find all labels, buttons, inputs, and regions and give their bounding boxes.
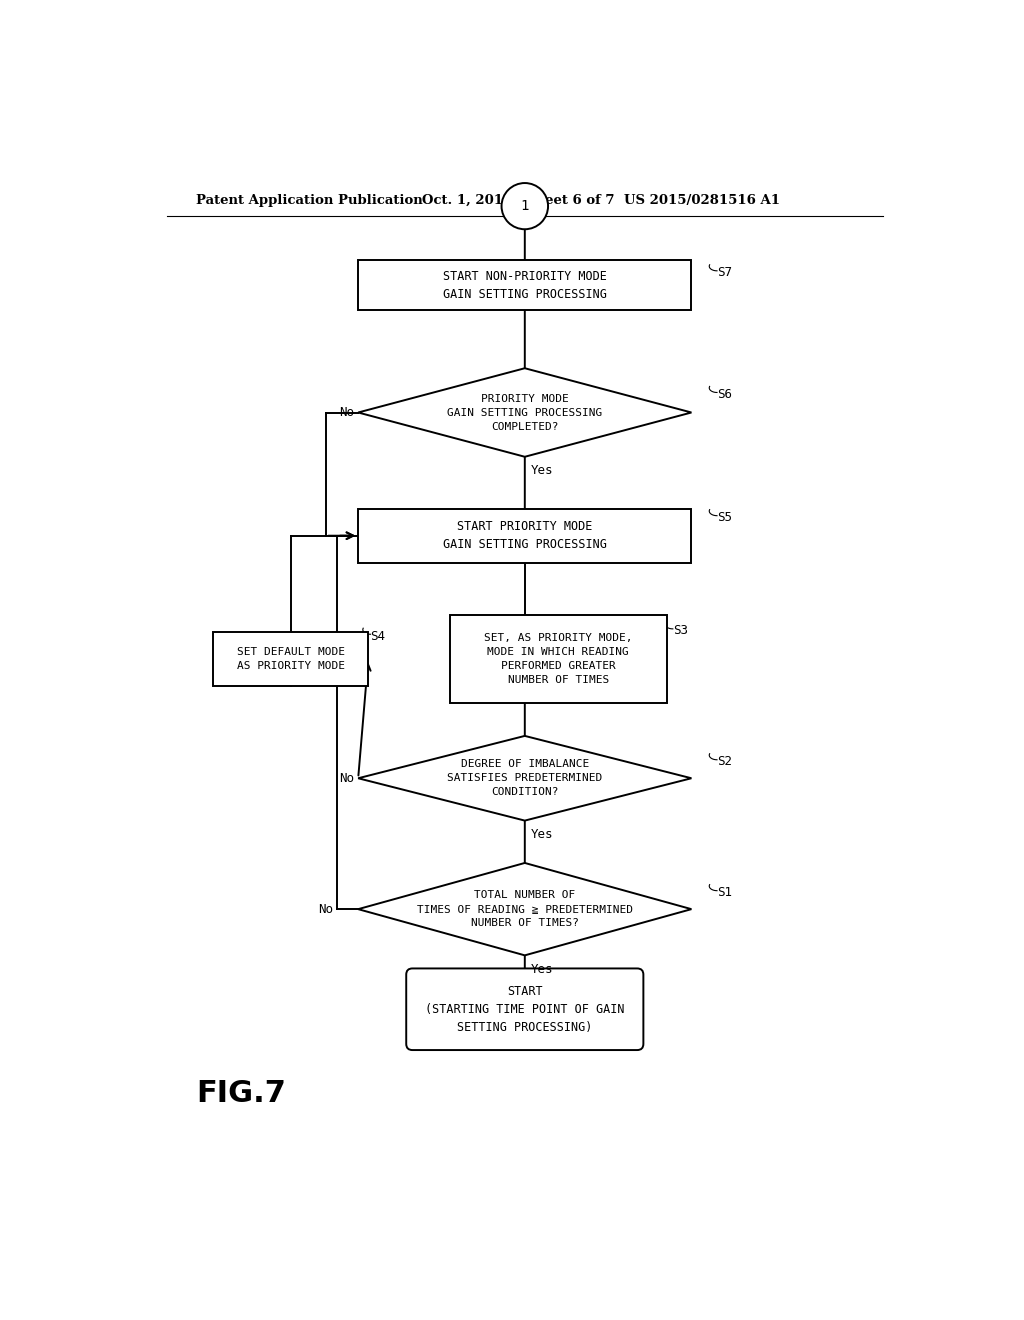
Text: SET DEFAULT MODE
AS PRIORITY MODE: SET DEFAULT MODE AS PRIORITY MODE <box>237 647 345 671</box>
Text: START PRIORITY MODE
GAIN SETTING PROCESSING: START PRIORITY MODE GAIN SETTING PROCESS… <box>442 520 607 552</box>
Text: DEGREE OF IMBALANCE
SATISFIES PREDETERMINED
CONDITION?: DEGREE OF IMBALANCE SATISFIES PREDETERMI… <box>447 759 602 797</box>
Bar <box>358 260 691 310</box>
Text: Patent Application Publication: Patent Application Publication <box>197 194 423 207</box>
Bar <box>450 615 667 704</box>
FancyBboxPatch shape <box>407 969 643 1051</box>
Polygon shape <box>358 737 691 821</box>
Text: Oct. 1, 2015   Sheet 6 of 7: Oct. 1, 2015 Sheet 6 of 7 <box>423 194 615 207</box>
Text: START
(STARTING TIME POINT OF GAIN
SETTING PROCESSING): START (STARTING TIME POINT OF GAIN SETTI… <box>425 985 625 1034</box>
Text: S3: S3 <box>673 624 688 638</box>
Text: SET, AS PRIORITY MODE,
MODE IN WHICH READING
PERFORMED GREATER
NUMBER OF TIMES: SET, AS PRIORITY MODE, MODE IN WHICH REA… <box>484 632 633 685</box>
Text: S2: S2 <box>717 755 732 768</box>
Text: No: No <box>339 772 354 785</box>
Bar <box>213 632 369 686</box>
Text: 1: 1 <box>520 199 529 213</box>
Text: PRIORITY MODE
GAIN SETTING PROCESSING
COMPLETED?: PRIORITY MODE GAIN SETTING PROCESSING CO… <box>447 393 602 432</box>
Text: FIG.7: FIG.7 <box>197 1080 286 1109</box>
Text: S6: S6 <box>717 388 732 401</box>
Text: No: No <box>318 903 334 916</box>
Text: US 2015/0281516 A1: US 2015/0281516 A1 <box>624 194 780 207</box>
Text: TOTAL NUMBER OF
TIMES OF READING ≧ PREDETERMINED
NUMBER OF TIMES?: TOTAL NUMBER OF TIMES OF READING ≧ PREDE… <box>417 890 633 928</box>
Text: START NON-PRIORITY MODE
GAIN SETTING PROCESSING: START NON-PRIORITY MODE GAIN SETTING PRO… <box>442 271 607 301</box>
Text: Yes: Yes <box>531 829 554 841</box>
Text: S7: S7 <box>717 267 732 280</box>
Text: S4: S4 <box>371 630 386 643</box>
Polygon shape <box>358 368 691 457</box>
Text: Yes: Yes <box>531 964 554 975</box>
Text: S1: S1 <box>717 886 732 899</box>
Polygon shape <box>358 863 691 956</box>
Text: S5: S5 <box>717 511 732 524</box>
Bar <box>358 508 691 562</box>
Circle shape <box>502 183 548 230</box>
Text: No: No <box>339 407 354 418</box>
Text: Yes: Yes <box>531 465 554 477</box>
